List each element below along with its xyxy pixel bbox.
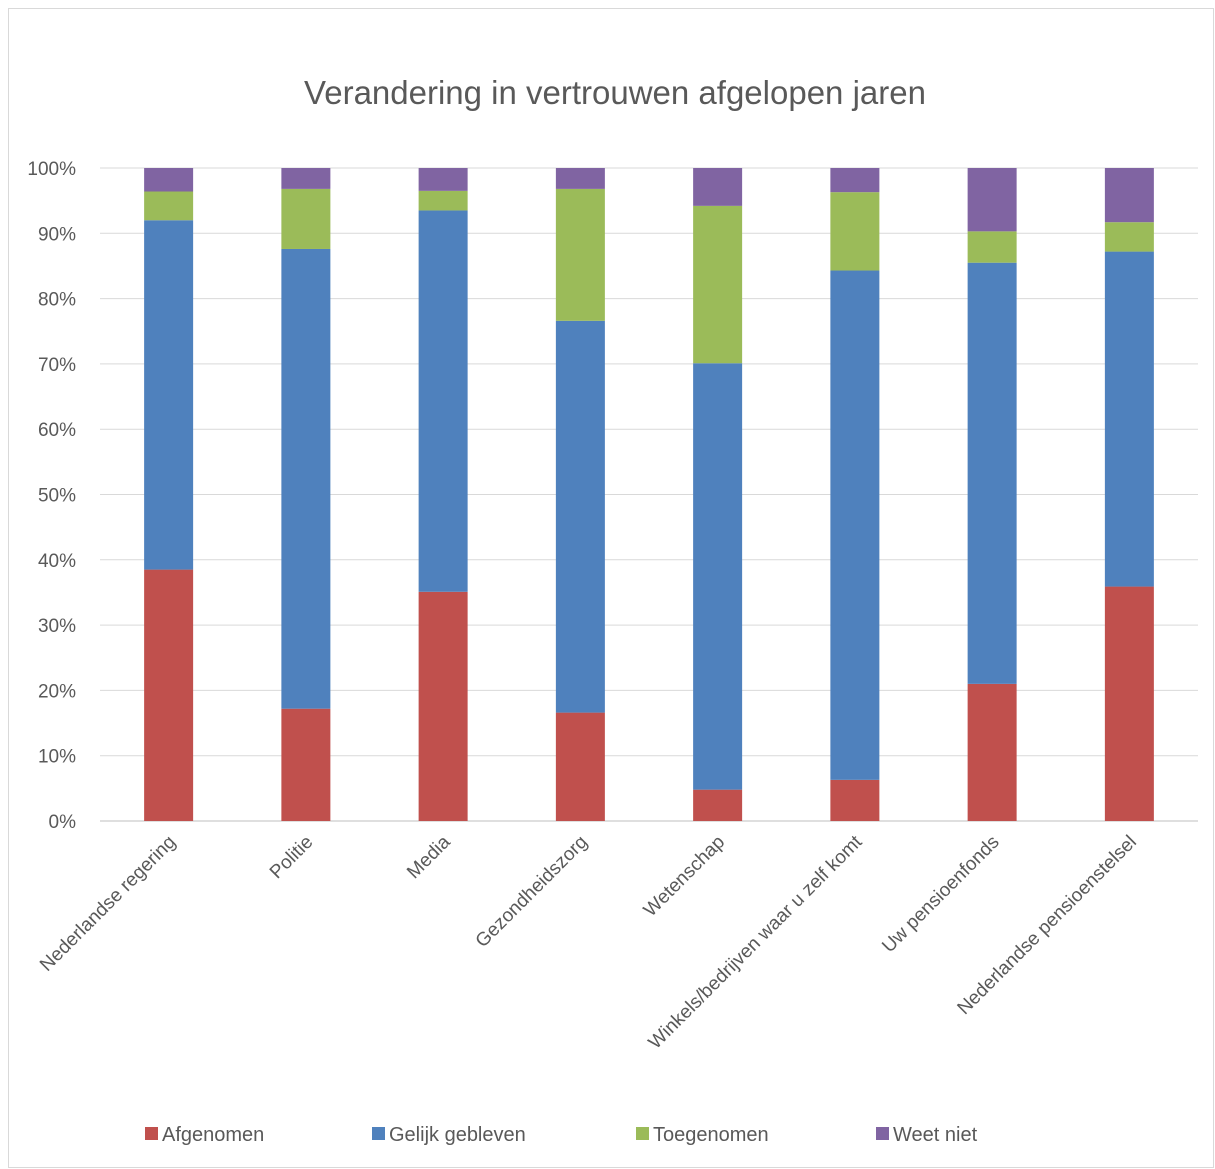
bar-segment <box>555 712 605 821</box>
legend: Afgenomen Gelijk gebleven Toegenomen Weet n… <box>145 1124 978 1146</box>
legend-label: Gelijk gebleven <box>389 1124 526 1146</box>
bar-segment <box>555 168 605 189</box>
x-tick-label: Gezondheidszorg <box>472 832 592 952</box>
bar-segment <box>555 320 605 713</box>
y-tick-label: 80% <box>38 290 76 311</box>
y-tick-label: 60% <box>38 420 76 441</box>
bar-segment <box>967 262 1017 684</box>
bar-segment <box>1104 251 1154 587</box>
bar-segment <box>144 191 194 221</box>
y-tick-label: 30% <box>38 616 76 637</box>
y-tick-label: 0% <box>49 812 77 833</box>
y-tick-label: 40% <box>38 551 76 572</box>
bar-segment <box>693 168 743 206</box>
y-axis-ticks: 0% 10% 20% 30% 40% 50% 60% 70% 80% 90% 100% <box>27 159 76 833</box>
bar-segment <box>144 569 194 821</box>
legend-label: Toegenomen <box>653 1124 769 1146</box>
x-tick-label: Uw pensioenfonds <box>878 832 1003 957</box>
bar-segment <box>693 363 743 790</box>
bar-segment <box>830 168 880 193</box>
bar-segment <box>281 188 331 249</box>
x-axis-labels: Nederlandse regering Politie Media Gezondhe… <box>36 831 1141 1053</box>
legend-swatch <box>145 1127 158 1140</box>
x-tick-label: Media <box>403 831 455 883</box>
bar-segment <box>418 591 468 821</box>
x-tick-label: Nederlandse regering <box>36 832 180 976</box>
chart-title: Verandering in vertrouwen afgelopen jare… <box>304 74 926 111</box>
bar-segment <box>418 210 468 592</box>
y-tick-label: 90% <box>38 224 76 245</box>
bar-segment <box>967 683 1017 821</box>
y-tick-label: 50% <box>38 486 76 507</box>
legend-label: Weet niet <box>893 1124 978 1146</box>
bar-segment <box>967 168 1017 232</box>
bar-segment <box>1104 168 1154 223</box>
bar-segment <box>1104 586 1154 821</box>
bar-segment <box>281 248 331 709</box>
bar-segment <box>281 708 331 821</box>
bar-segment <box>967 231 1017 263</box>
y-tick-label: 100% <box>27 159 76 180</box>
bar-segment <box>693 205 743 364</box>
bars <box>144 168 1154 821</box>
y-tick-label: 10% <box>38 747 76 768</box>
x-tick-label: Politie <box>266 832 317 883</box>
bar-segment <box>144 220 194 570</box>
legend-swatch <box>372 1127 385 1140</box>
bar-segment <box>418 190 468 211</box>
bar-segment <box>830 192 880 271</box>
legend-swatch <box>636 1127 649 1140</box>
gridlines <box>100 167 1198 822</box>
y-tick-label: 70% <box>38 355 76 376</box>
bar-segment <box>555 188 605 321</box>
y-tick-label: 20% <box>38 681 76 702</box>
bar-segment <box>830 270 880 780</box>
bar-segment <box>830 779 880 821</box>
bar-segment <box>418 168 468 191</box>
x-tick-label: Winkels/bedrijven waar u zelf komt <box>645 831 867 1053</box>
x-tick-label: Wetenschap <box>640 832 729 921</box>
bar-segment <box>1104 222 1154 252</box>
bar-segment <box>144 168 194 192</box>
legend-swatch <box>876 1127 889 1140</box>
bar-segment <box>693 789 743 821</box>
legend-label: Afgenomen <box>162 1124 264 1146</box>
bar-segment <box>281 168 331 189</box>
